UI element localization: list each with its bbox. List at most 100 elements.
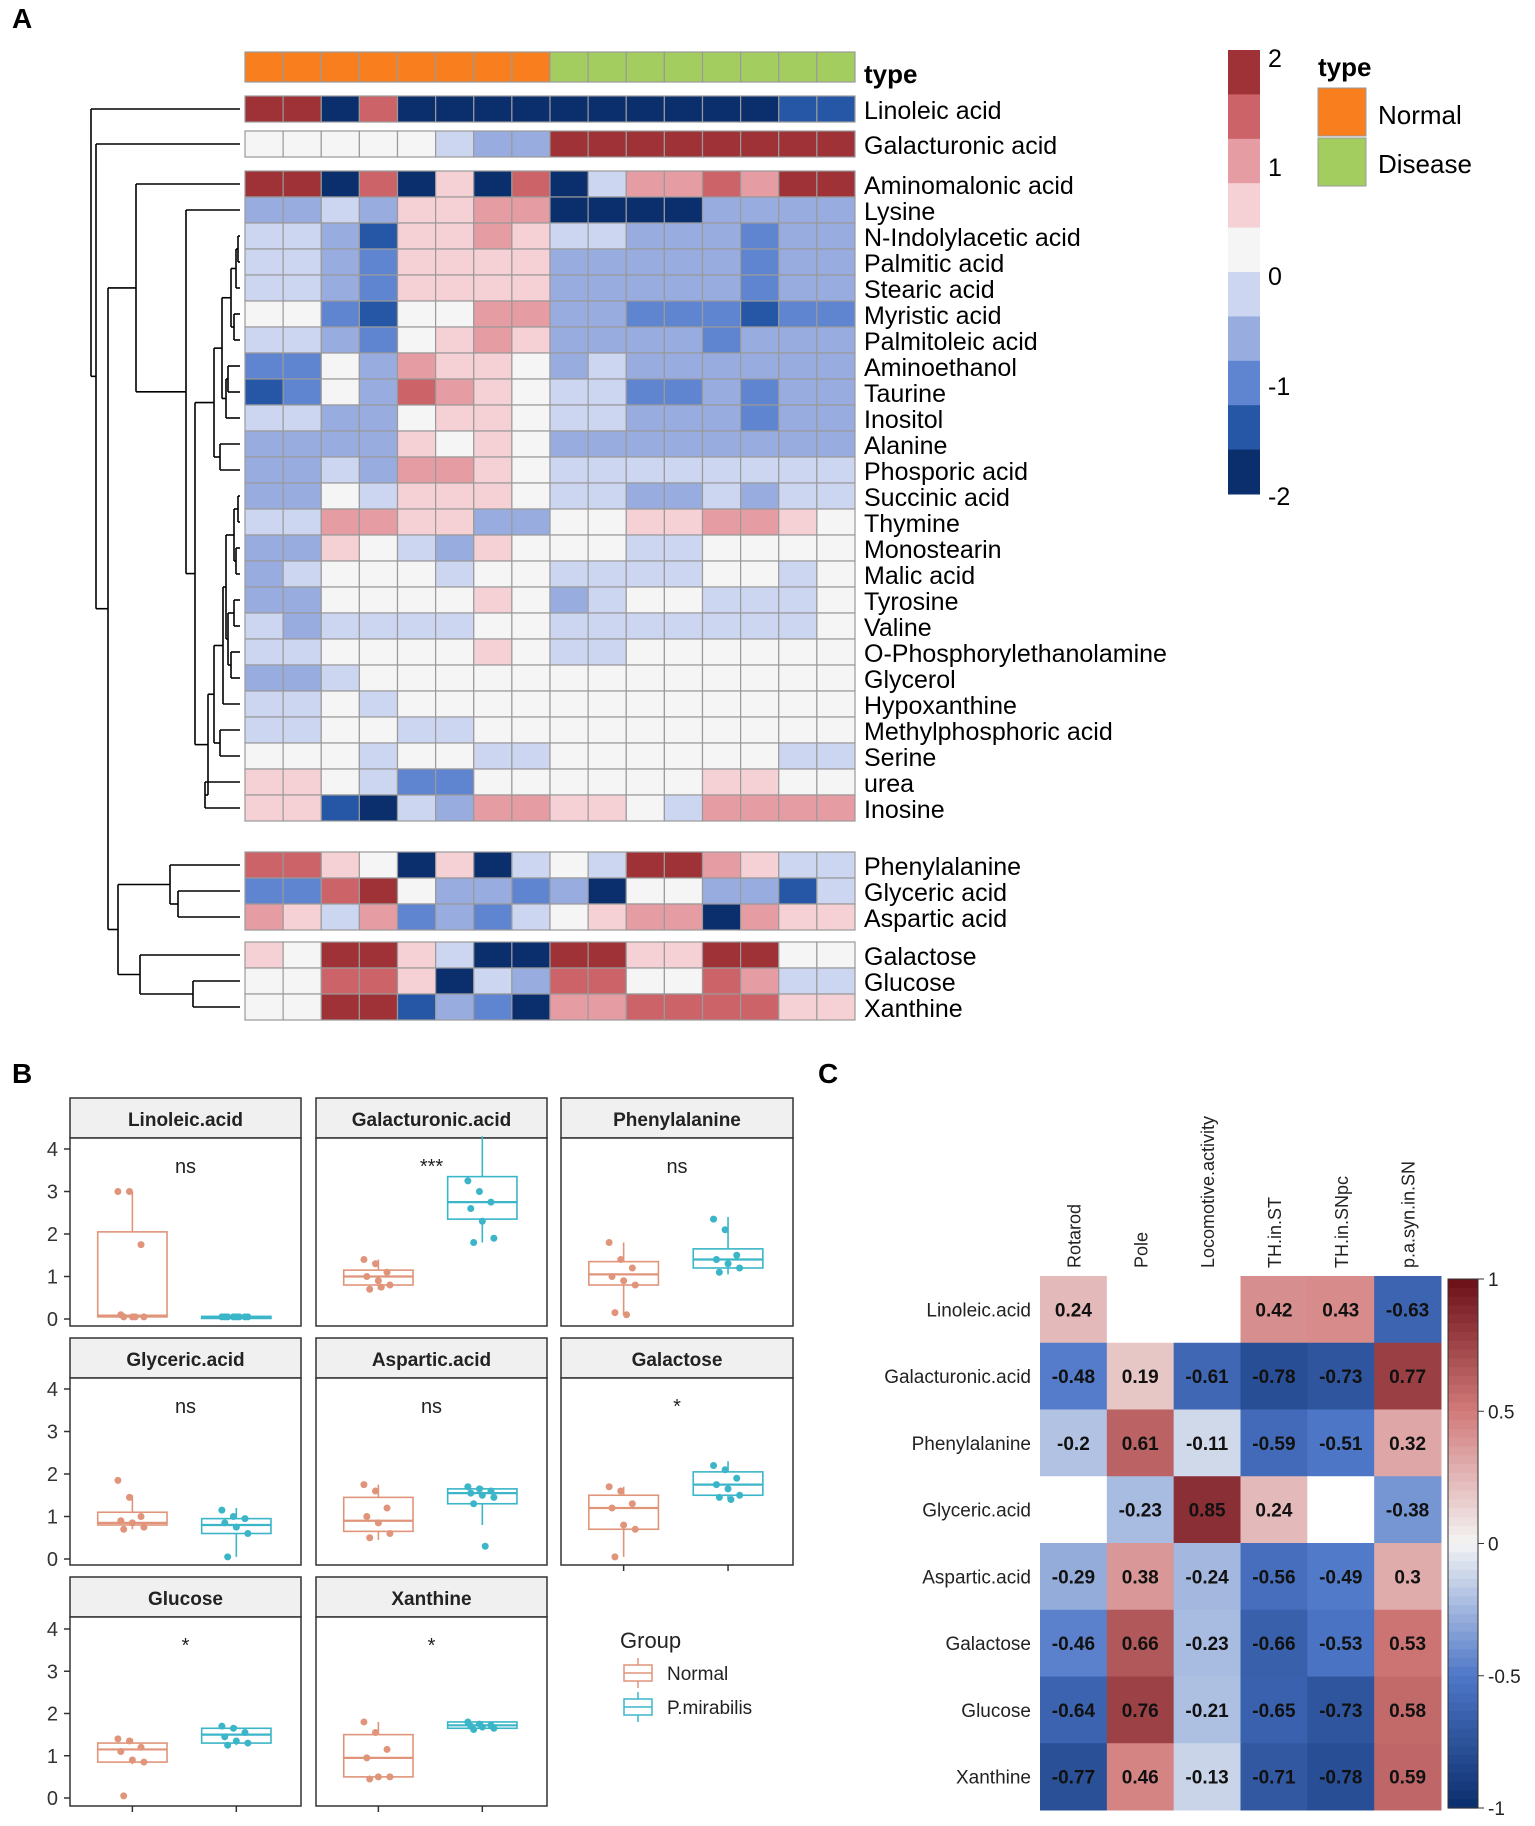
heatmap-cell bbox=[244, 560, 284, 588]
heatmap-cell bbox=[244, 482, 284, 510]
colorbar-segment bbox=[1448, 1790, 1478, 1800]
heatmap-cell bbox=[320, 586, 360, 614]
heatmap-cell bbox=[549, 430, 589, 458]
heatmap-cell bbox=[320, 716, 360, 744]
heatmap-cell bbox=[320, 326, 360, 354]
heatmap-cell bbox=[511, 404, 551, 432]
heatmap-cell bbox=[244, 534, 284, 562]
heatmap-cell bbox=[396, 967, 437, 995]
heatmap-cell bbox=[625, 877, 665, 905]
colorbar-segment bbox=[1448, 1737, 1478, 1747]
corr-cell bbox=[1307, 1276, 1375, 1344]
data-point-normal bbox=[363, 1513, 371, 1520]
data-point-normal bbox=[117, 1748, 125, 1756]
heatmap-cell bbox=[625, 941, 665, 969]
heatmap-cell bbox=[625, 993, 665, 1021]
heatmap-cell bbox=[549, 170, 589, 198]
corr-value: 0.46 bbox=[1122, 1768, 1159, 1789]
corr-cell bbox=[1240, 1609, 1308, 1677]
data-point-disease bbox=[470, 1500, 478, 1508]
box-normal bbox=[588, 1494, 660, 1531]
data-point-disease bbox=[710, 1462, 718, 1469]
heatmap-cell bbox=[511, 130, 551, 158]
corr-cell bbox=[1240, 1676, 1308, 1744]
data-point-normal bbox=[360, 1256, 368, 1263]
y-tick-label: 3 bbox=[47, 1661, 58, 1683]
heatmap-cell bbox=[740, 404, 780, 432]
colorbar-segment bbox=[1448, 1658, 1478, 1668]
heatmap-cell bbox=[396, 993, 437, 1021]
heatmap-cell bbox=[358, 560, 399, 588]
corr-value: -0.2 bbox=[1057, 1434, 1090, 1455]
heatmap-cell bbox=[587, 404, 627, 432]
heatmap-cell bbox=[244, 170, 284, 198]
data-point-normal bbox=[611, 1309, 619, 1317]
heatmap-cell bbox=[549, 482, 589, 510]
heatmap-cell bbox=[778, 352, 818, 380]
colorbar-segment bbox=[1448, 1728, 1478, 1739]
heatmap-cell bbox=[587, 877, 627, 905]
heatmap-cell bbox=[435, 586, 475, 614]
data-point-disease bbox=[478, 1217, 486, 1225]
legend-label-normal: Normal bbox=[1378, 100, 1462, 130]
significance-label: * bbox=[428, 1635, 436, 1657]
heatmap-cell bbox=[701, 716, 742, 744]
heatmap-cell bbox=[282, 742, 322, 770]
heatmap-cell bbox=[816, 404, 856, 432]
corr-cell bbox=[1173, 1342, 1241, 1410]
heatmap-cell bbox=[396, 274, 437, 302]
heatmap-cell bbox=[282, 967, 322, 995]
heatmap-cell bbox=[816, 664, 856, 692]
annotation-cell-12 bbox=[663, 51, 704, 83]
heatmap-cell bbox=[549, 274, 589, 302]
corr-cell bbox=[1106, 1676, 1175, 1744]
corr-row-label: Galactose bbox=[945, 1634, 1031, 1655]
corr-cell bbox=[1040, 1409, 1108, 1477]
color-key-tick: 2 bbox=[1268, 45, 1282, 73]
colorbar-segment bbox=[1448, 1543, 1478, 1553]
heatmap-cell bbox=[740, 378, 780, 406]
data-point-disease bbox=[229, 1513, 237, 1520]
colorbar-segment bbox=[1448, 1472, 1478, 1483]
heatmap-cell bbox=[511, 456, 551, 484]
row-label: Galactose bbox=[864, 943, 977, 971]
heatmap-cell bbox=[358, 612, 399, 640]
heatmap-cell bbox=[816, 508, 856, 536]
heatmap-cell bbox=[244, 993, 284, 1021]
heatmap-cell bbox=[435, 170, 475, 198]
heatmap-cell bbox=[511, 300, 551, 328]
data-point-disease bbox=[218, 1722, 226, 1730]
heatmap-cell bbox=[282, 877, 322, 905]
heatmap-cell bbox=[282, 222, 322, 250]
heatmap-cell bbox=[473, 716, 513, 744]
data-point-disease bbox=[475, 1485, 483, 1493]
heatmap-cell bbox=[435, 456, 475, 484]
heatmap-cell bbox=[244, 222, 284, 250]
y-tick-label: 3 bbox=[47, 1422, 58, 1444]
y-tick-label: 3 bbox=[47, 1182, 58, 1204]
heatmap-cell bbox=[511, 586, 551, 614]
row-label: Palmitoleic acid bbox=[864, 328, 1038, 356]
row-label: Thymine bbox=[864, 510, 960, 538]
colorbar-segment bbox=[1448, 1384, 1478, 1395]
heatmap-cell bbox=[282, 456, 322, 484]
significance-label: ns bbox=[175, 1396, 196, 1418]
heatmap-cell bbox=[740, 534, 780, 562]
data-point-normal bbox=[366, 1285, 374, 1293]
heatmap-cell bbox=[511, 560, 551, 588]
data-point-disease bbox=[467, 1205, 475, 1212]
facet-panel bbox=[315, 1377, 548, 1566]
color-key-bin bbox=[1228, 94, 1260, 140]
heatmap-cell bbox=[778, 430, 818, 458]
heatmap-cell bbox=[778, 534, 818, 562]
heatmap-cell bbox=[511, 664, 551, 692]
heatmap-cell bbox=[511, 352, 551, 380]
y-tick-label: 4 bbox=[47, 1379, 58, 1401]
heatmap-cell bbox=[511, 903, 551, 931]
facet-phenylalanine: Phenylalanine ns bbox=[560, 1097, 794, 1327]
row-label: Aspartic acid bbox=[864, 905, 1007, 933]
colorbar-segment bbox=[1448, 1711, 1478, 1721]
heatmap-cell bbox=[320, 95, 360, 123]
heatmap-cell bbox=[396, 794, 437, 822]
heatmap-cell bbox=[435, 196, 475, 224]
